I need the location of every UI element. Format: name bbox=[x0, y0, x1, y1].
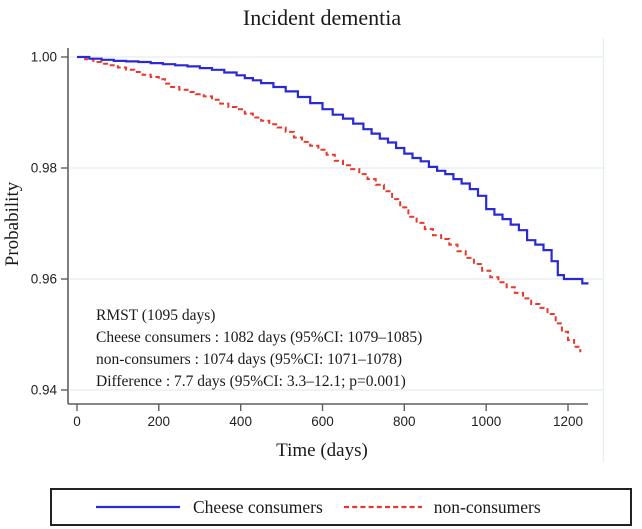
legend-label-cheese-consumers: Cheese consumers bbox=[193, 496, 323, 517]
non-consumers-line-sample bbox=[343, 505, 422, 509]
annotation-difference: Difference : 7.7 days (95%CI: 3.3–12.1; … bbox=[96, 373, 406, 390]
x-tick-label: 600 bbox=[311, 414, 334, 429]
y-tick-label: 0.94 bbox=[31, 383, 58, 398]
y-tick-label: 0.98 bbox=[31, 161, 57, 176]
survival-chart: Incident dementia 1.00 0.98 0.96 0.94 0 … bbox=[2, 5, 605, 462]
y-tick-label: 1.00 bbox=[31, 50, 57, 65]
x-tick-label: 200 bbox=[148, 414, 171, 429]
y-axis-title: Probability bbox=[2, 181, 23, 266]
legend-label-non-consumers: non-consumers bbox=[433, 496, 541, 517]
x-tick-label: 0 bbox=[73, 414, 81, 429]
x-tick-label: 1200 bbox=[553, 414, 583, 429]
x-tick-label: 1000 bbox=[471, 414, 501, 429]
x-axis-title: Time (days) bbox=[276, 440, 368, 461]
chart-title: Incident dementia bbox=[243, 5, 401, 30]
annotation-cheese: Cheese consumers : 1082 days (95%CI: 107… bbox=[96, 329, 422, 346]
cheese-consumers-curve bbox=[77, 55, 589, 285]
x-tick-label: 800 bbox=[393, 414, 416, 429]
y-tick-label: 0.96 bbox=[31, 272, 57, 287]
legend: Cheese consumers non-consumers bbox=[50, 488, 632, 526]
non-consumers-curve bbox=[77, 56, 582, 353]
annotation-rmst: RMST (1095 days) bbox=[96, 307, 215, 324]
chart-canvas: Incident dementia 1.00 0.98 0.96 0.94 0 … bbox=[2, 5, 605, 462]
cheese-consumers-line-sample bbox=[96, 505, 180, 509]
x-tick-label: 400 bbox=[229, 414, 252, 429]
annotation-noncons: non-consumers : 1074 days (95%CI: 1071–1… bbox=[96, 351, 402, 368]
